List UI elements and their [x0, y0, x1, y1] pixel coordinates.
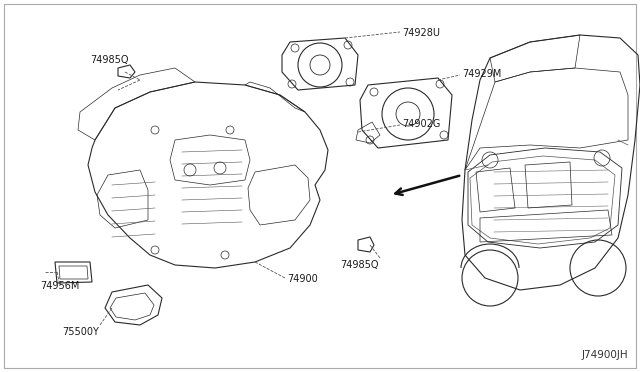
Text: J74900JH: J74900JH	[581, 350, 628, 360]
Text: 74956M: 74956M	[40, 281, 79, 291]
Text: 74929M: 74929M	[462, 69, 501, 79]
Text: 74928U: 74928U	[402, 28, 440, 38]
Text: 74900: 74900	[287, 274, 317, 284]
Text: 74902G: 74902G	[402, 119, 440, 129]
Text: 74985Q: 74985Q	[340, 260, 378, 270]
Text: 75500Y: 75500Y	[62, 327, 99, 337]
Text: 74985Q: 74985Q	[90, 55, 129, 65]
